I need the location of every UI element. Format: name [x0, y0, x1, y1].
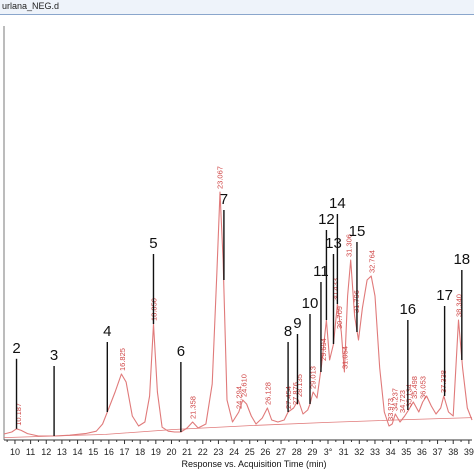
- x-tick-label: 16: [104, 447, 114, 457]
- x-tick-label: 17: [120, 447, 130, 457]
- x-tick-label: 3°: [324, 447, 333, 457]
- x-tick-label: 23: [213, 447, 223, 457]
- x-tick-label: 36: [417, 447, 427, 457]
- peak-retention-label: 23.067: [215, 166, 224, 189]
- peak-number-label: 9: [293, 315, 301, 332]
- peak-number-label: 11: [313, 263, 329, 280]
- x-tick-label: 39: [464, 447, 474, 457]
- peak-retention-label: 34.723: [398, 390, 407, 413]
- x-tick-label: 28: [292, 447, 302, 457]
- peak-number-label: 3: [50, 347, 58, 364]
- peak-number-label: 13: [325, 235, 342, 252]
- peak-number-label: 10: [302, 295, 319, 312]
- peak-number-label: 14: [329, 195, 346, 212]
- x-tick-label: 13: [57, 447, 67, 457]
- x-tick-label: 10: [10, 447, 20, 457]
- x-tick-label: 35: [401, 447, 411, 457]
- peak-retention-label: 36.053: [419, 376, 428, 399]
- peak-number-label: 6: [177, 343, 185, 360]
- x-tick-label: 15: [88, 447, 98, 457]
- peak-retention-label: 24.294: [235, 386, 244, 409]
- peak-number-label: 4: [103, 323, 111, 340]
- peak-retention-label: 30.709: [335, 306, 344, 329]
- peak-number-label: 12: [318, 211, 335, 228]
- x-tick-label: 37: [433, 447, 443, 457]
- peak-retention-label: 30.433: [331, 278, 340, 301]
- peak-retention-label: 31.306: [344, 234, 353, 257]
- peak-number-label: 8: [284, 323, 292, 340]
- x-tick-label: 29: [307, 447, 317, 457]
- chromatogram-trace: [3, 191, 473, 437]
- x-tick-label: 26: [260, 447, 270, 457]
- peak-retention-label: 27.876: [291, 382, 300, 405]
- x-tick-label: 25: [245, 447, 255, 457]
- peak-number-label: 7: [220, 191, 228, 208]
- x-tick-label: 33: [370, 447, 380, 457]
- file-label: urlana_NEG.d: [2, 1, 60, 11]
- baseline-line: [3, 417, 473, 438]
- peak-retention-label: 37.338: [439, 370, 448, 393]
- peak-retention-label: 34.237: [390, 388, 399, 411]
- peak-retention-label: 29.694: [319, 338, 328, 361]
- x-tick-label: 27: [276, 447, 286, 457]
- x-tick-label: 21: [182, 447, 192, 457]
- peak-retention-label: 10.187: [14, 403, 23, 426]
- x-tick-label: 31: [339, 447, 349, 457]
- x-tick-label: 19: [151, 447, 161, 457]
- peak-retention-label: 16.825: [118, 348, 127, 371]
- x-tick-label: 22: [198, 447, 208, 457]
- peak-number-label: 15: [349, 223, 366, 240]
- peak-number-label: 16: [399, 301, 416, 318]
- x-tick-label: 38: [448, 447, 458, 457]
- peak-number-label: 2: [12, 340, 20, 357]
- x-tick-label: 24: [229, 447, 239, 457]
- x-tick-label: 14: [73, 447, 83, 457]
- peak-number-label: 5: [149, 235, 157, 252]
- x-tick-label: 12: [41, 447, 51, 457]
- peak-retention-label: 21.358: [189, 396, 198, 419]
- peak-number-label: 18: [453, 251, 470, 268]
- window-title-bar: urlana_NEG.d: [0, 0, 474, 15]
- x-tick-label: 20: [166, 447, 176, 457]
- x-tick-label: 32: [354, 447, 364, 457]
- x-tick-label: 11: [26, 447, 35, 457]
- peak-retention-label: 35.134: [404, 384, 413, 407]
- peak-retention-label: 31.054: [340, 346, 349, 369]
- x-axis-label: Response vs. Acquisition Time (min): [181, 459, 326, 469]
- peak-number-label: 17: [436, 287, 453, 304]
- peak-retention-label: 38.340: [455, 294, 464, 317]
- peak-retention-label: 24.610: [240, 374, 249, 397]
- peak-retention-label: 29.013: [309, 366, 318, 389]
- x-tick-label: 18: [135, 447, 145, 457]
- peak-retention-label: 28.135: [295, 374, 304, 397]
- peak-retention-label: 35.498: [410, 376, 419, 399]
- peak-retention-label: 33.973: [386, 398, 395, 421]
- x-tick-label: 34: [386, 447, 396, 457]
- peak-retention-label: 26.128: [263, 382, 272, 405]
- peak-retention-label: 32.764: [367, 250, 376, 273]
